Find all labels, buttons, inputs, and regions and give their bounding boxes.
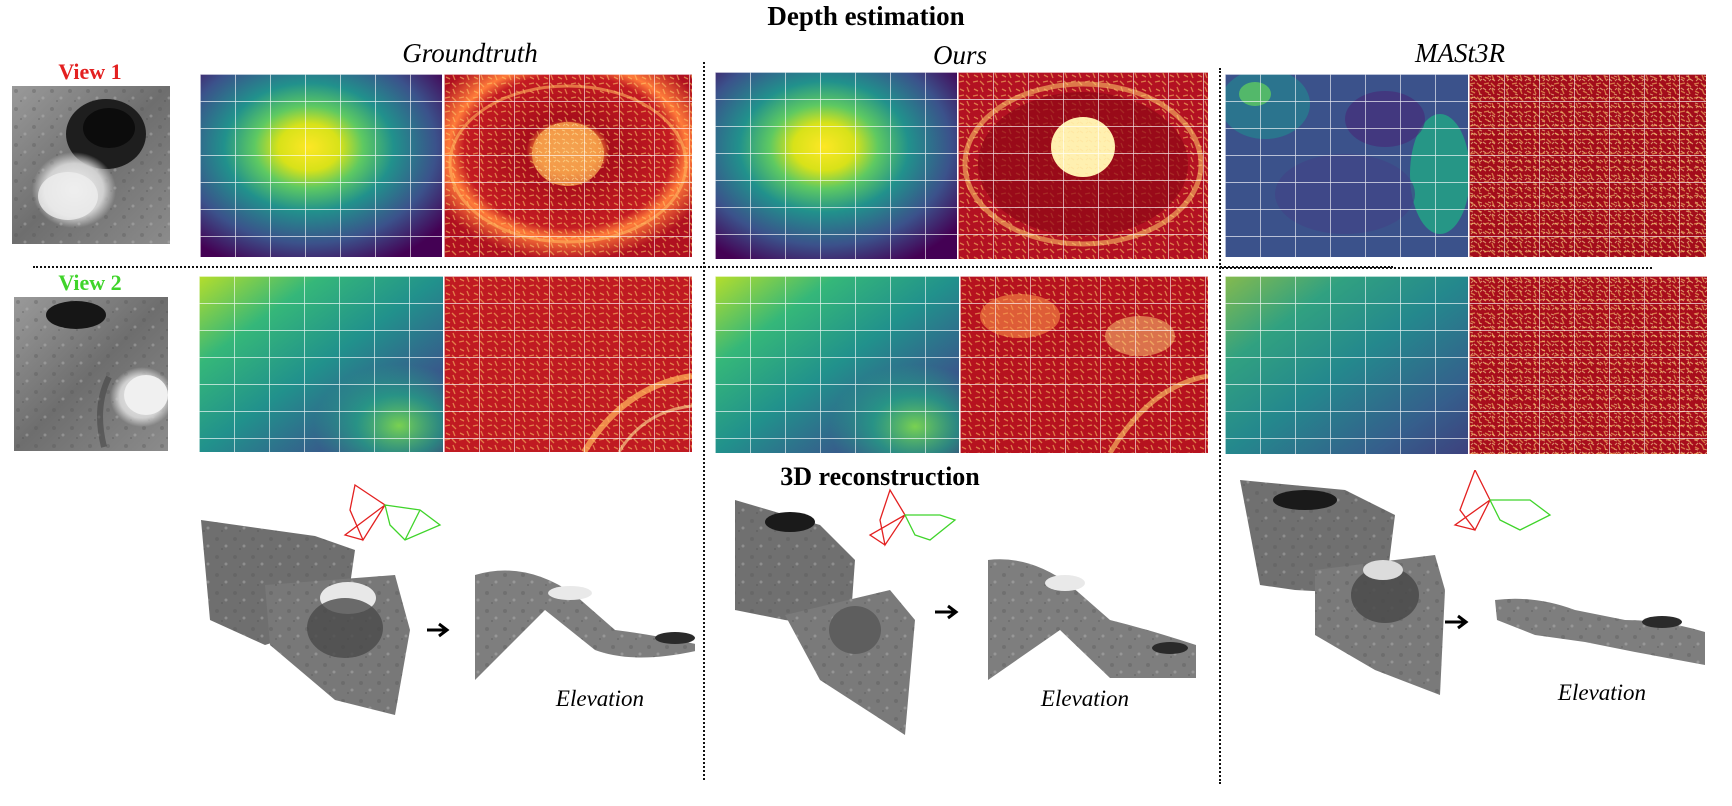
depth-map-groundtruth-view1: [200, 74, 442, 257]
camera-frustums-ours: [868, 488, 957, 547]
depth-map-ours-view1: [715, 72, 957, 259]
separator-vertical-1: [703, 62, 705, 780]
method-label-ours: Ours: [932, 40, 987, 70]
view-2-label: View 2: [58, 270, 122, 295]
reconstruction-mast3r: [1240, 470, 1705, 695]
reconstruction-ours: [735, 488, 1196, 735]
confidence-map-ours-view2: [960, 276, 1208, 453]
depth-estimation-title: Depth estimation: [767, 1, 965, 31]
separator-vertical-2: [1219, 68, 1221, 784]
elevation-label-mast3r: Elevation: [1557, 680, 1647, 705]
confidence-map-mast3r-view1: [1469, 74, 1706, 257]
3d-reconstruction-title: 3D reconstruction: [780, 462, 980, 491]
method-label-groundtruth: Groundtruth: [402, 38, 538, 68]
separator-horizontal: [33, 266, 1393, 268]
confidence-map-groundtruth-view1: [444, 74, 692, 257]
method-label-mast3r: MASt3R: [1415, 38, 1505, 68]
elevation-label-ours: Elevation: [1040, 686, 1130, 711]
camera-frustums-mast3r: [1453, 470, 1552, 532]
depth-map-mast3r-view2: [1225, 276, 1468, 454]
input-view-1-image: [12, 86, 170, 244]
confidence-map-groundtruth-view2: [444, 276, 692, 452]
view-1-label: View 1: [58, 59, 122, 84]
camera-frustums-groundtruth: [343, 483, 442, 542]
confidence-map-ours-view1: [958, 72, 1208, 259]
depth-map-mast3r-view1: [1225, 74, 1468, 257]
depth-map-groundtruth-view2: [199, 276, 443, 452]
reconstruction-groundtruth: [201, 483, 695, 715]
elevation-label-groundtruth: Elevation: [555, 686, 645, 711]
confidence-map-mast3r-view2: [1469, 276, 1707, 454]
input-view-2-image: [14, 297, 168, 451]
separator-horizontal-right: [1222, 267, 1652, 269]
depth-map-ours-view2: [715, 276, 959, 453]
